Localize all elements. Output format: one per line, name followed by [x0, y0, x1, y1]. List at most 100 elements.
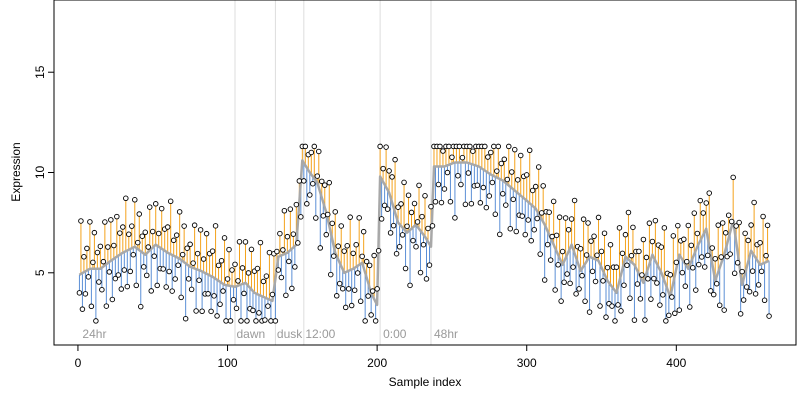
data-point [211, 293, 217, 299]
data-point [544, 241, 551, 248]
data-point [79, 306, 86, 312]
data-point [97, 243, 104, 250]
data-point [295, 240, 301, 246]
data-point [197, 227, 204, 233]
data-point [90, 259, 96, 266]
data-point [322, 182, 328, 188]
data-point [715, 222, 721, 228]
data-point [526, 147, 533, 154]
data-point [669, 294, 675, 300]
data-point [429, 223, 436, 229]
data-point [372, 318, 379, 324]
data-point [360, 228, 367, 235]
data-point [280, 247, 286, 253]
data-point [365, 293, 371, 299]
data-point [81, 254, 87, 260]
data-point [456, 143, 463, 150]
data-point [175, 262, 181, 268]
data-point [348, 302, 355, 309]
data-point [375, 247, 382, 254]
data-point [155, 230, 162, 237]
data-point [354, 270, 361, 276]
data-point [178, 294, 184, 301]
data-point [94, 249, 101, 256]
data-point [329, 220, 336, 227]
data-point [682, 283, 689, 289]
data-point [126, 231, 132, 238]
data-point [328, 271, 334, 278]
data-point [257, 239, 264, 246]
data-point [586, 309, 593, 315]
phase-labels: 24hr dawn dusk 12:00 0:00 48hr [82, 327, 458, 341]
data-point [233, 305, 240, 312]
data-point [339, 285, 346, 292]
data-point [719, 220, 726, 226]
phase-label: 12:00 [305, 327, 335, 341]
data-point [78, 218, 84, 224]
data-point [217, 301, 223, 308]
data-point [308, 149, 315, 156]
data-point [408, 209, 415, 216]
data-point [649, 238, 656, 245]
data-point [725, 212, 732, 218]
data-point [307, 192, 313, 198]
data-point [371, 252, 377, 259]
data-point [643, 254, 650, 261]
data-point [547, 257, 554, 263]
data-point [226, 246, 232, 253]
data-point [746, 288, 753, 295]
data-point [540, 183, 546, 189]
data-point [480, 184, 487, 191]
data-point [121, 267, 128, 273]
data-point [396, 244, 403, 250]
data-point [335, 243, 341, 249]
data-point [135, 239, 141, 246]
data-point [111, 242, 117, 249]
data-point [190, 260, 196, 266]
data-point [594, 252, 600, 259]
data-point [627, 295, 633, 302]
data-point [706, 190, 712, 196]
data-point [455, 172, 461, 179]
data-point [182, 315, 189, 322]
data-point [239, 265, 246, 271]
data-point [118, 286, 125, 292]
data-point [658, 244, 665, 250]
data-point [537, 251, 543, 257]
data-point [330, 253, 337, 259]
data-point [420, 241, 427, 248]
data-point [85, 274, 92, 280]
data-point [106, 269, 113, 275]
data-point [193, 308, 199, 314]
data-point [293, 201, 300, 208]
data-point [616, 225, 623, 231]
data-point [628, 252, 635, 259]
data-point [363, 258, 370, 265]
data-point [755, 282, 762, 288]
data-point [693, 287, 699, 293]
data-point [684, 258, 690, 265]
data-point [132, 197, 138, 203]
data-point [495, 143, 502, 150]
data-point [517, 152, 524, 159]
data-point [740, 297, 747, 303]
data-point [141, 264, 147, 270]
data-point [766, 313, 772, 319]
data-point [275, 267, 282, 273]
data-point [528, 237, 534, 244]
data-point [319, 178, 325, 185]
data-point [550, 198, 557, 205]
data-point [253, 318, 259, 324]
data-point [413, 243, 419, 250]
data-point [437, 143, 443, 150]
data-point [100, 258, 107, 265]
data-point [447, 198, 454, 205]
data-point [91, 229, 98, 236]
data-point [722, 230, 729, 236]
data-point [310, 180, 316, 187]
data-point [488, 149, 494, 156]
smooth-curve [78, 159, 770, 307]
data-point [636, 248, 642, 255]
data-point [325, 211, 331, 218]
data-point [749, 268, 756, 274]
